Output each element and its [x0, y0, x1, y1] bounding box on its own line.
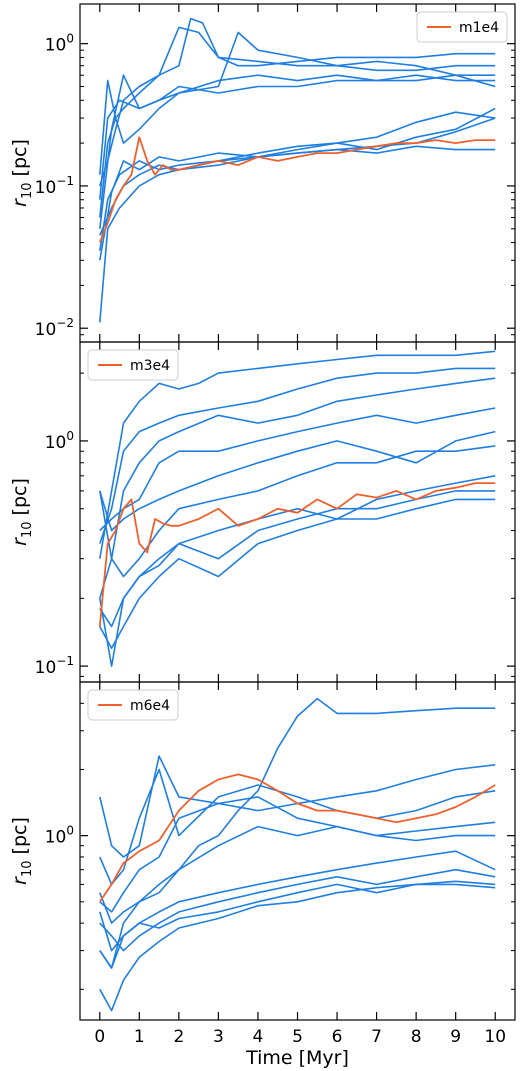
panel-2-legend-box	[87, 349, 179, 381]
panel-1-y-axis-label: r10 [pc]	[9, 139, 35, 207]
panel-1-series-line-3	[99, 31, 496, 175]
panel-2-y-tick-label: 10−1	[35, 654, 74, 678]
panel-2-legend-label: m3e4	[130, 358, 170, 374]
x-tick-label: 10	[484, 1027, 506, 1047]
x-tick-label: 3	[213, 1027, 224, 1047]
panel-1-series-line-4	[99, 74, 496, 200]
panel-2-series-line-8	[99, 490, 496, 628]
panel-1-series-line-9	[99, 145, 496, 236]
x-tick-label: 4	[253, 1027, 264, 1047]
panel-1-m1e4-line	[98, 136, 496, 243]
x-axis-label: Time [Myr]	[245, 1047, 349, 1069]
panel-2-series-line-2	[99, 367, 496, 544]
x-tick-label: 9	[450, 1027, 461, 1047]
panel-1-series-line-5	[99, 74, 496, 229]
panel-2-series-line-3	[99, 377, 496, 599]
panel-1-series-line-8	[99, 111, 496, 251]
panel-3-legend-box	[87, 689, 179, 721]
panel-2-y-tick-label: 100	[45, 429, 74, 453]
panel-3-series-line-9	[99, 883, 496, 1012]
panel-1-legend-label: m1e4	[459, 20, 499, 36]
panel-2-series-line-4	[99, 407, 496, 532]
panel-1-legend-box	[416, 11, 508, 43]
x-tick-label: 2	[173, 1027, 184, 1047]
x-tick-label: 1	[134, 1027, 145, 1047]
panel-3-m6e4-line	[99, 773, 496, 903]
panel-3-y-tick-label: 100	[45, 824, 74, 848]
x-tick-label: 7	[371, 1027, 382, 1047]
panel-1-series-line-2	[99, 17, 496, 187]
x-tick-label: 0	[94, 1027, 105, 1047]
panel-1-y-tick-label: 100	[45, 32, 74, 56]
panel-2-series-line-1	[99, 350, 496, 559]
panel-2-m3e4-line	[98, 482, 496, 627]
panel-3-series-line-3	[99, 768, 496, 886]
panel-2-y-axis-label: r10 [pc]	[9, 478, 35, 546]
panel-2-series-line-9	[99, 498, 496, 650]
panel-3-series-line-5	[99, 825, 496, 924]
panel-3-series-line-4	[99, 796, 496, 913]
panel-1-y-tick-label: 10−2	[35, 316, 74, 340]
panel-3-series-line-8	[99, 880, 496, 969]
panel-2-series-line-5	[99, 430, 496, 532]
panel-1-series-line-6	[99, 107, 496, 261]
panel-3-y-axis-label: r10 [pc]	[9, 817, 35, 885]
panel-3-frame	[79, 681, 516, 1021]
panel-1-y-tick-label: 10−1	[35, 174, 74, 198]
x-tick-label: 8	[411, 1027, 422, 1047]
panel-3-legend-label: m6e4	[130, 698, 170, 714]
panel-3-series-line-2	[99, 755, 496, 858]
panel-3-series-line-7	[99, 868, 496, 952]
x-tick-label: 6	[332, 1027, 343, 1047]
panel-3-series-line-6	[99, 850, 496, 952]
panel-1-series-line-1	[99, 26, 496, 218]
panel-2-series-line-6	[99, 445, 496, 578]
panel-3-series-line-1	[99, 697, 496, 969]
x-tick-label: 5	[292, 1027, 303, 1047]
